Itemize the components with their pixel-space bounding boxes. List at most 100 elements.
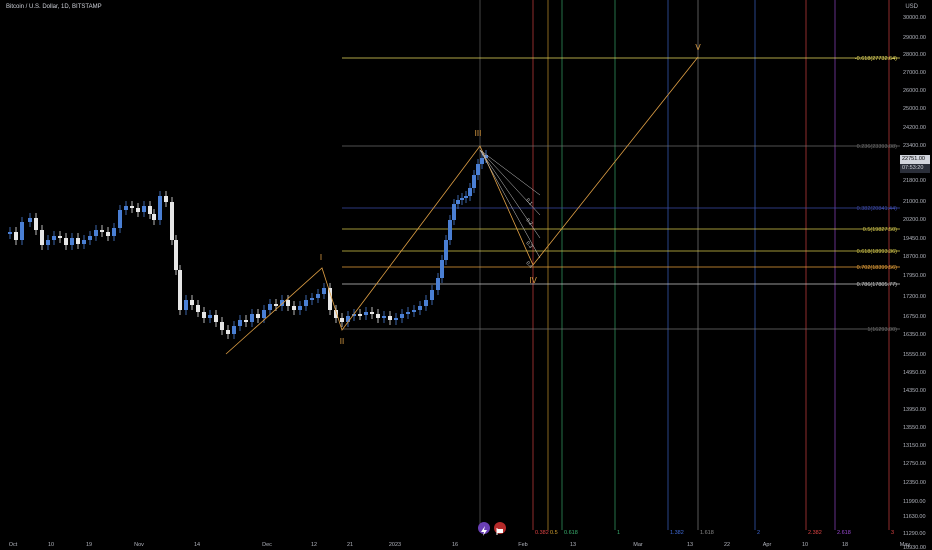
time-tick: 12 bbox=[311, 542, 317, 548]
candle-body bbox=[64, 238, 68, 245]
candle-body bbox=[142, 206, 146, 212]
candle-body bbox=[174, 240, 178, 270]
fan-line bbox=[479, 149, 541, 239]
candle-body bbox=[52, 236, 56, 240]
candle-body bbox=[480, 158, 484, 164]
candles bbox=[8, 150, 488, 339]
candle-body bbox=[256, 314, 260, 318]
candle-body bbox=[310, 298, 314, 300]
candle-body bbox=[190, 300, 194, 305]
candle-body bbox=[400, 314, 404, 318]
time-zone-label: 1.382 bbox=[670, 530, 684, 536]
fib-level-label: -0.618(27732.64) bbox=[855, 56, 897, 62]
candle-body bbox=[346, 316, 350, 322]
candle-body bbox=[196, 305, 200, 312]
vertical-lines: 0.382 0.5 0.618 1 1.382 1.618 2 2.382 2.618 3 bbox=[479, 0, 894, 536]
price-tick: 17200.00 bbox=[903, 294, 926, 300]
candle-body bbox=[158, 196, 162, 220]
time-zone-label: 1 bbox=[617, 530, 620, 536]
wave-label: IV bbox=[529, 276, 537, 285]
candle-body bbox=[164, 196, 168, 202]
time-zone-label: 0.5 bbox=[550, 530, 558, 536]
candle-body bbox=[322, 288, 326, 294]
candle-body bbox=[476, 164, 480, 175]
price-tick: 28000.00 bbox=[903, 52, 926, 58]
candle-body bbox=[334, 310, 338, 318]
candle-body bbox=[46, 240, 50, 245]
time-tick: 18 bbox=[842, 542, 848, 548]
candle-body bbox=[464, 196, 468, 198]
time-tick: 10 bbox=[48, 542, 54, 548]
candle-body bbox=[20, 222, 24, 240]
candle-body bbox=[170, 202, 174, 240]
fan-label: 0.4 bbox=[524, 260, 533, 269]
price-tick: 11290.00 bbox=[903, 531, 926, 537]
candle-body bbox=[440, 260, 444, 278]
price-tick: 21800.00 bbox=[903, 178, 926, 184]
time-tick: Nov bbox=[134, 542, 144, 548]
candle-body bbox=[452, 204, 456, 220]
time-tick: 19 bbox=[86, 542, 92, 548]
candle-body bbox=[112, 228, 116, 236]
candle-body bbox=[430, 290, 434, 300]
price-tick: 20200.00 bbox=[903, 217, 926, 223]
price-tick: 17950.00 bbox=[903, 273, 926, 279]
candle-body bbox=[268, 304, 272, 310]
time-tick: 21 bbox=[347, 542, 353, 548]
candle-body bbox=[178, 270, 182, 310]
candle-body bbox=[316, 294, 320, 298]
price-tick: 11990.00 bbox=[903, 499, 926, 505]
time-tick: 13 bbox=[687, 542, 693, 548]
time-tick: 2023 bbox=[389, 542, 401, 548]
fib-level-label: 0.5(19827.50) bbox=[863, 227, 897, 233]
candle-body bbox=[388, 316, 392, 320]
candle-body bbox=[460, 198, 464, 200]
chart-title: Bitcoin / U.S. Dollar, 1D, BITSTAMP bbox=[6, 4, 102, 10]
candle-body bbox=[364, 312, 368, 315]
price-tick: 23400.00 bbox=[903, 143, 926, 149]
price-tick: 12750.00 bbox=[903, 461, 926, 467]
candle-body bbox=[418, 306, 422, 310]
time-tick: 14 bbox=[194, 542, 200, 548]
time-tick: Dec bbox=[262, 542, 272, 548]
candle-body bbox=[152, 214, 156, 220]
fib-level-label: 0.236(23393.08) bbox=[857, 144, 898, 150]
wave-label: V bbox=[695, 43, 701, 52]
candle-body bbox=[28, 218, 32, 222]
time-tick: May bbox=[900, 542, 911, 548]
wave-label: I bbox=[320, 253, 322, 262]
candle-body bbox=[406, 312, 410, 314]
axes: 30000.00 29000.00 28000.00 27000.00 26000.00… bbox=[9, 15, 926, 550]
candle-body bbox=[292, 306, 296, 310]
time-tick: Oct bbox=[9, 542, 18, 548]
time-tick: 22 bbox=[724, 542, 730, 548]
price-tick: 16350.00 bbox=[903, 332, 926, 338]
candle-body bbox=[358, 314, 362, 316]
flag-icon[interactable] bbox=[494, 522, 506, 535]
price-tick: 26000.00 bbox=[903, 88, 926, 94]
candle-body bbox=[8, 232, 12, 234]
price-tick: 21000.00 bbox=[903, 199, 926, 205]
time-zone-label: 1.618 bbox=[700, 530, 714, 536]
time-zone-label: 0.618 bbox=[564, 530, 578, 536]
candle-body bbox=[82, 240, 86, 244]
candle-body bbox=[118, 210, 122, 228]
candle-body bbox=[472, 175, 476, 188]
candle-body bbox=[456, 200, 460, 204]
candle-body bbox=[208, 315, 212, 318]
fib-level-label: 1(16293.00) bbox=[867, 327, 897, 333]
candle-body bbox=[436, 278, 440, 290]
time-zone-label: 0.382 bbox=[535, 530, 549, 536]
candle-body bbox=[76, 238, 80, 244]
flash-icon[interactable] bbox=[478, 522, 490, 536]
fib-retracement-lines: -0.618(27732.64) 0.236(23393.08) 0.382(208… bbox=[342, 56, 900, 333]
candle-body bbox=[226, 330, 230, 334]
candle-body bbox=[58, 236, 62, 238]
candle-body bbox=[304, 300, 308, 306]
wave-label: II bbox=[340, 337, 344, 346]
time-zone-label: 3 bbox=[891, 530, 894, 536]
time-tick: Feb bbox=[518, 542, 527, 548]
candle-body bbox=[202, 312, 206, 318]
